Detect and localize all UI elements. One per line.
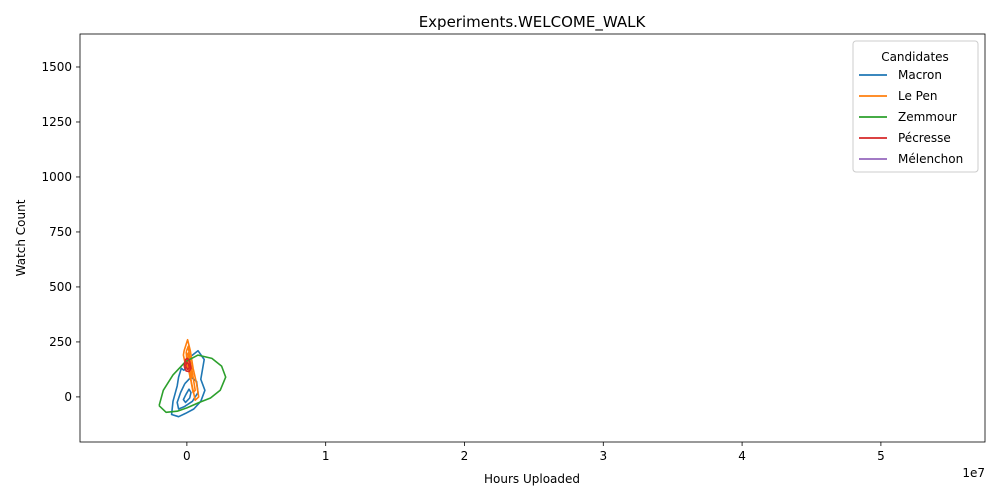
contour-line — [158, 354, 227, 414]
legend-box — [852, 40, 979, 173]
y-tick-label: 1000 — [41, 170, 72, 184]
y-tick-label: 0 — [64, 390, 72, 404]
x-tick-label: 3 — [599, 449, 607, 463]
y-axis-ticks: 0 250 500 750 1000 1250 1500 — [41, 60, 80, 404]
chart-title: Experiments.WELCOME_WALK — [419, 13, 647, 32]
contour-line — [184, 361, 191, 371]
x-axis-ticks: 0 1 2 3 4 5 — [183, 442, 885, 463]
legend-label: Pécresse — [898, 131, 951, 145]
series-p-cresse — [183, 357, 192, 373]
y-tick-label: 500 — [49, 280, 72, 294]
contour-line — [182, 388, 192, 404]
y-tick-label: 750 — [49, 225, 72, 239]
legend-label: Macron — [898, 68, 942, 82]
x-tick-label: 2 — [461, 449, 469, 463]
x-tick-label: 5 — [877, 449, 885, 463]
series-layer — [158, 338, 227, 418]
x-axis-offset-label: 1e7 — [962, 466, 985, 480]
legend: Candidates Macron Le Pen Zemmour Pécresse Mé… — [852, 40, 979, 173]
x-axis-label: Hours Uploaded — [484, 472, 580, 486]
plot-frame — [79, 33, 986, 443]
x-tick-label: 0 — [183, 449, 191, 463]
y-tick-label: 1500 — [41, 60, 72, 74]
legend-title: Candidates — [881, 50, 949, 64]
y-axis-label: Watch Count — [14, 199, 28, 276]
y-tick-label: 1250 — [41, 115, 72, 129]
contour-line — [183, 357, 192, 373]
legend-label: Mélenchon — [898, 152, 963, 166]
legend-label: Le Pen — [898, 89, 937, 103]
x-tick-label: 4 — [738, 449, 746, 463]
x-tick-label: 1 — [322, 449, 330, 463]
legend-label: Zemmour — [898, 110, 957, 124]
legend-entries: Macron Le Pen Zemmour Pécresse Mélenchon — [859, 68, 963, 166]
series-zemmour — [158, 354, 227, 414]
y-tick-label: 250 — [49, 335, 72, 349]
